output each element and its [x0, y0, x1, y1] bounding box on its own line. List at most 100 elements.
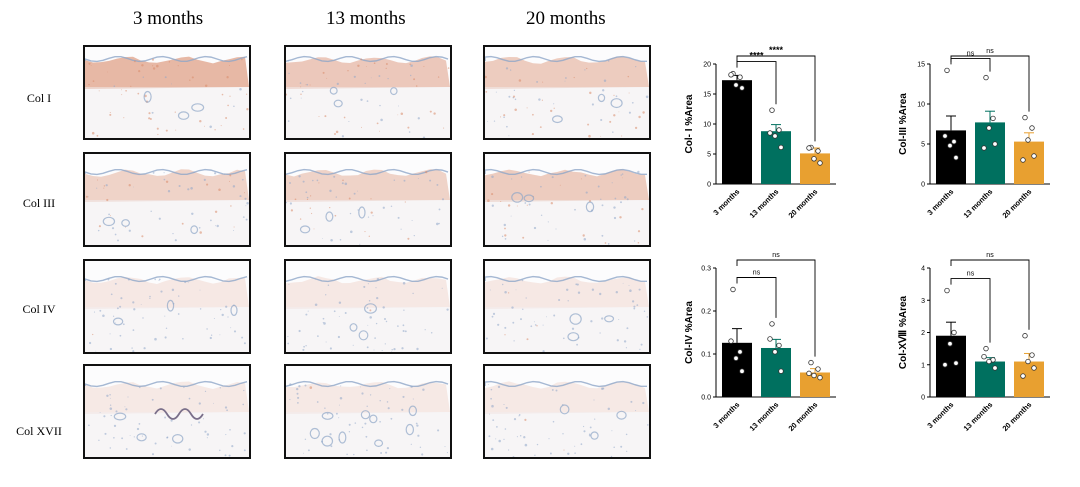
data-point	[767, 130, 773, 136]
data-point	[772, 349, 778, 355]
chart-col-iii-area: Col-III %Area 0 5 10 15 3 months 13 months 20 m…	[890, 44, 1080, 259]
significance-bracket: ****	[736, 45, 816, 142]
y-tick-label: 0.2	[701, 309, 711, 316]
histology-image-col-i-3-months	[83, 45, 251, 140]
bar-3-months	[722, 342, 752, 397]
y-tick-label: 1	[921, 362, 925, 369]
chart-col-xvii-area: Col-XⅧ %Area 0 1 2 3 4 3 months 13 months 20 mon…	[890, 252, 1080, 482]
x-tick-label: 3 months	[925, 187, 955, 217]
x-tick-label: 13 months	[962, 400, 995, 433]
data-point	[1031, 365, 1037, 371]
data-point	[811, 372, 817, 379]
error-bar	[771, 124, 781, 132]
histology-image-col-iii-13-months	[284, 152, 452, 247]
x-tick-label: 20 months	[1001, 187, 1034, 220]
data-point	[1020, 373, 1026, 379]
bar-13-months	[975, 122, 1005, 184]
histology-image-col-iv-13-months	[284, 259, 452, 354]
data-point	[983, 345, 989, 352]
histology-image-col-iv-3-months	[83, 259, 251, 354]
significance-bracket: ns	[950, 271, 991, 343]
y-tick-label: 0.3	[701, 266, 711, 273]
histology-image-col-iv-20-months	[483, 259, 651, 354]
column-header-3-months: 3 months	[133, 8, 204, 29]
significance-bracket: ns	[950, 48, 1030, 112]
y-tick-label: 5	[921, 142, 925, 149]
data-point	[769, 321, 775, 327]
chart-svg: Col-III %Area 0 5 10 15 3 months 13 months 20 m…	[898, 48, 1050, 220]
row-label-col-iii: Col III	[22, 196, 56, 210]
bar-3-months	[936, 130, 966, 184]
column-header-13-months: 13 months	[326, 8, 406, 29]
data-point	[990, 115, 996, 122]
significance-bracket: ns	[736, 270, 777, 318]
data-point	[1031, 153, 1037, 159]
data-point	[1029, 352, 1035, 358]
data-point	[728, 72, 734, 78]
bar-13-months	[761, 131, 791, 184]
data-point	[730, 286, 736, 293]
significance-bracket: ns	[736, 252, 816, 357]
x-tick-label: 20 months	[1001, 400, 1034, 433]
data-point	[817, 160, 823, 166]
chart-svg: Col-XⅧ %Area 0 1 2 3 4 3 months 13 months 20 mon…	[898, 252, 1050, 433]
significance-label: ns	[986, 252, 994, 259]
data-point	[808, 359, 814, 366]
significance-label: ns	[967, 271, 975, 278]
histology-image-col-iii-20-months	[483, 152, 651, 247]
x-tick-label: 3 months	[711, 400, 741, 430]
y-tick-label: 0.1	[701, 352, 711, 359]
data-point	[981, 145, 987, 151]
row-label-col-iv: Col IV	[22, 302, 56, 316]
y-axis-label: Col-III %Area	[898, 93, 909, 155]
y-tick-label: 10	[703, 122, 711, 129]
significance-label: ns	[772, 252, 780, 259]
data-point	[767, 336, 773, 342]
significance-label: ns	[986, 48, 994, 55]
data-point	[981, 353, 987, 360]
data-point	[778, 144, 784, 151]
data-point	[986, 358, 992, 365]
bar-13-months	[975, 361, 1005, 397]
y-tick-label: 3	[921, 298, 925, 305]
significance-bracket: ns	[950, 50, 991, 72]
y-axis-label: Col- I %Area	[684, 94, 695, 153]
x-tick-label: 3 months	[711, 187, 741, 217]
row-label-col-i: Col I	[26, 91, 52, 105]
data-point	[944, 287, 950, 294]
histology-image-col-iii-3-months	[83, 152, 251, 247]
histology-image-col-xvii-20-months	[483, 364, 651, 459]
significance-label: ns	[753, 270, 761, 277]
x-tick-label: 20 months	[787, 187, 820, 220]
data-point	[1025, 358, 1031, 365]
data-point	[983, 74, 989, 81]
bar-20-months	[1014, 361, 1044, 397]
significance-bracket: ns	[950, 252, 1030, 330]
y-tick-label: 0	[921, 395, 925, 402]
y-tick-label: 2	[921, 330, 925, 337]
data-point	[728, 338, 734, 344]
histology-image-col-i-13-months	[284, 45, 452, 140]
histology-image-col-xvii-3-months	[83, 364, 251, 459]
data-point	[815, 366, 821, 372]
bar-13-months	[761, 347, 791, 397]
y-axis-label: Col-IV %Area	[684, 301, 695, 364]
data-point	[769, 107, 775, 113]
data-point	[739, 85, 745, 91]
data-point	[806, 370, 812, 377]
data-point	[944, 67, 950, 74]
significance-label: ****	[769, 45, 784, 55]
x-tick-label: 13 months	[748, 187, 781, 220]
row-label-col-xvii: Col XVII	[16, 424, 62, 438]
data-point	[778, 368, 784, 374]
data-point	[947, 142, 953, 149]
y-tick-label: 15	[703, 92, 711, 99]
data-point	[806, 145, 812, 151]
bar-20-months	[1014, 141, 1044, 184]
chart-col-iv-area: Col-IV %Area 0.0 0.1 0.2 0.3 3 months 13 month…	[676, 252, 876, 482]
error-bar	[946, 115, 956, 131]
y-tick-label: 15	[917, 62, 925, 69]
y-tick-label: 4	[921, 266, 925, 273]
data-point	[986, 125, 992, 131]
data-point	[772, 133, 778, 139]
